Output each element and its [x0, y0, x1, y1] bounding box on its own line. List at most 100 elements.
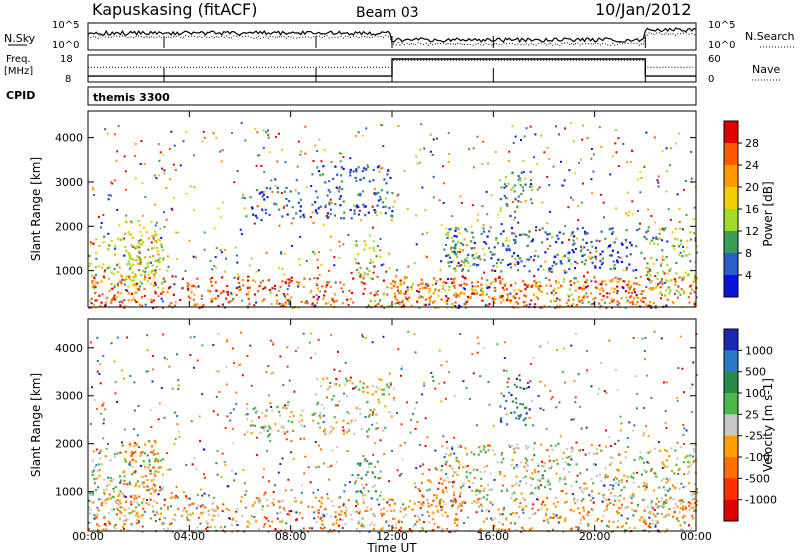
scatter-cell	[693, 218, 696, 221]
echo-cell	[369, 292, 372, 295]
scatter-cell	[169, 178, 172, 181]
echo-cell	[340, 180, 344, 183]
scatter-cell	[600, 361, 602, 364]
echo-cell	[572, 239, 575, 242]
scatter-cell	[147, 370, 150, 373]
scatter-cell	[555, 125, 557, 128]
echo-cell	[458, 248, 461, 251]
echo-cell	[519, 386, 522, 389]
echo-cell	[556, 501, 559, 504]
echo-cell	[488, 286, 491, 289]
scatter-cell	[453, 395, 456, 397]
echo-cell	[111, 495, 114, 498]
echo-cell	[530, 484, 533, 487]
echo-cell	[479, 490, 482, 493]
scatter-cell	[132, 297, 135, 300]
scatter-cell	[650, 215, 653, 217]
scatter-cell	[293, 390, 296, 393]
echo-cell	[335, 378, 338, 381]
echo-cell	[559, 261, 563, 264]
echo-cell	[148, 440, 151, 443]
echo-cell	[232, 517, 235, 520]
echo-cell	[319, 411, 322, 415]
scatter-cell	[280, 426, 283, 429]
scatter-cell	[126, 336, 129, 339]
echo-cell	[351, 291, 354, 295]
echo-cell	[499, 282, 502, 285]
echo-cell	[271, 501, 274, 505]
echo-cell	[592, 298, 595, 301]
scatter-cell	[309, 291, 312, 294]
echo-cell	[210, 300, 213, 303]
echo-cell	[128, 512, 131, 515]
echo-cell	[447, 297, 450, 300]
scatter-cell	[170, 522, 173, 525]
echo-cell	[505, 203, 508, 206]
echo-cell	[655, 285, 659, 288]
scatter-cell	[139, 230, 142, 233]
echo-cell	[369, 300, 372, 303]
echo-cell	[389, 382, 392, 385]
echo-cell	[137, 219, 140, 223]
scatter-cell	[290, 440, 293, 443]
scatter-cell	[413, 333, 416, 336]
echo-cell	[491, 519, 494, 522]
scatter-cell	[487, 162, 489, 165]
scatter-cell	[640, 177, 643, 179]
echo-cell	[457, 460, 460, 463]
scatter-cell	[475, 252, 478, 255]
echo-cell	[138, 251, 141, 254]
echo-cell	[554, 496, 557, 499]
echo-cell	[499, 473, 502, 476]
scatter-cell	[532, 503, 535, 506]
echo-cell	[331, 299, 334, 302]
echo-cell	[319, 385, 323, 388]
echo-cell	[494, 280, 497, 283]
echo-cell	[202, 304, 205, 307]
echo-cell	[420, 481, 423, 484]
echo-cell	[398, 302, 401, 305]
echo-cell	[450, 246, 453, 249]
echo-cell	[483, 487, 486, 490]
scatter-cell	[528, 416, 531, 419]
echo-cell	[207, 509, 210, 512]
echo-cell	[152, 299, 155, 302]
echo-cell	[161, 248, 164, 252]
echo-cell	[329, 285, 332, 288]
echo-cell	[562, 232, 565, 235]
echo-cell	[607, 525, 610, 528]
echo-cell	[246, 418, 249, 421]
echo-cell	[445, 460, 448, 463]
echo-cell	[258, 192, 261, 195]
scatter-cell	[109, 194, 112, 197]
scatter-cell	[511, 125, 514, 128]
scatter-cell	[562, 280, 565, 283]
echo-cell	[510, 226, 513, 229]
echo-cell	[530, 285, 533, 288]
echo-cell	[525, 463, 529, 466]
echo-cell	[448, 454, 451, 457]
scatter-cell	[620, 422, 623, 425]
echo-cell	[662, 503, 665, 506]
echo-cell	[557, 281, 560, 284]
echo-cell	[662, 506, 665, 509]
scatter-cell	[257, 154, 260, 157]
echo-cell	[524, 444, 528, 447]
scatter-cell	[89, 299, 92, 302]
echo-cell	[94, 299, 97, 302]
scatter-cell	[511, 444, 513, 447]
scatter-cell	[665, 190, 668, 193]
scatter-cell	[676, 193, 679, 196]
scatter-cell	[231, 469, 234, 472]
echo-cell	[124, 460, 127, 463]
scatter-cell	[390, 219, 393, 222]
echo-cell	[152, 453, 155, 456]
echo-cell	[534, 284, 537, 287]
scatter-cell	[274, 288, 276, 290]
scatter-cell	[222, 201, 225, 204]
echo-cell	[452, 494, 456, 497]
echo-cell	[118, 500, 121, 503]
scatter-cell	[362, 494, 365, 497]
scatter-cell	[284, 404, 287, 407]
echo-cell	[390, 509, 393, 513]
